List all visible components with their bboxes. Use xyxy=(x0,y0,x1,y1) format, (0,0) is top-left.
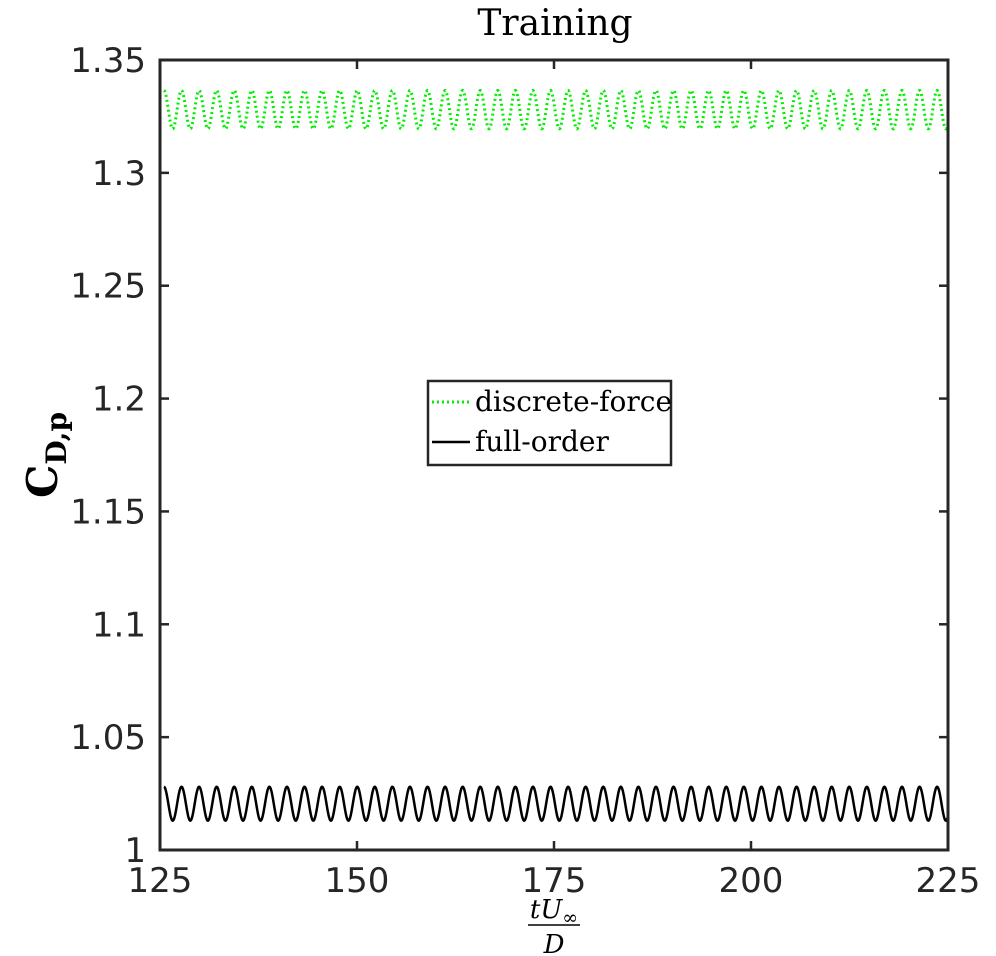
y-tick-label: 1.15 xyxy=(70,492,146,532)
series-line-discrete-force xyxy=(163,88,950,131)
x-axis-label-numerator: tU xyxy=(530,895,563,925)
svg-text:tU∞: tU∞ xyxy=(530,895,578,929)
svg-text:CD,p: CD,p xyxy=(18,412,73,498)
y-axis-label-main: C xyxy=(18,465,67,498)
y-axis-label: CD,p xyxy=(18,412,73,498)
y-tick-label: 1.05 xyxy=(70,718,146,758)
y-tick-label: 1.2 xyxy=(92,380,146,420)
series-line-full-order xyxy=(163,785,950,823)
x-axis-label-numerator-subscript: ∞ xyxy=(562,907,578,929)
series-layer xyxy=(163,88,950,823)
x-axis-label-denominator: D xyxy=(543,930,565,956)
legend-box xyxy=(426,379,673,467)
y-tick-label: 1.3 xyxy=(92,154,146,194)
y-tick-label: 1.25 xyxy=(70,267,146,307)
x-tick-label: 225 xyxy=(916,861,981,901)
y-axis-label-subscript: D,p xyxy=(40,412,73,465)
ticks-layer: 125 150 175 200 225 1 1.05 1.1 1.15 1.2 1.25 1.3 1.3… xyxy=(70,41,980,901)
x-tick-label: 125 xyxy=(128,861,193,901)
y-tick-label: 1.1 xyxy=(92,605,146,645)
x-axis-label: tU∞ D xyxy=(528,895,580,956)
x-tick-label: 150 xyxy=(325,861,390,901)
legend-label-discrete-force: discrete-force xyxy=(475,385,672,418)
legend: discrete-force full-order xyxy=(426,379,673,467)
x-tick-label: 175 xyxy=(522,861,587,901)
chart-title: Training xyxy=(477,3,632,44)
x-tick-label: 200 xyxy=(719,861,784,901)
y-tick-label: 1 xyxy=(124,831,146,871)
y-tick-label: 1.35 xyxy=(70,41,146,81)
legend-label-full-order: full-order xyxy=(475,425,610,458)
